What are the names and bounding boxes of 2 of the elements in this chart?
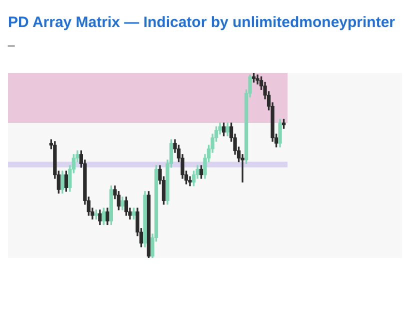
chart-subtitle: _ xyxy=(8,33,16,47)
chart-title: PD Array Matrix — Indicator by unlimitedmoneyprinter xyxy=(8,14,396,31)
